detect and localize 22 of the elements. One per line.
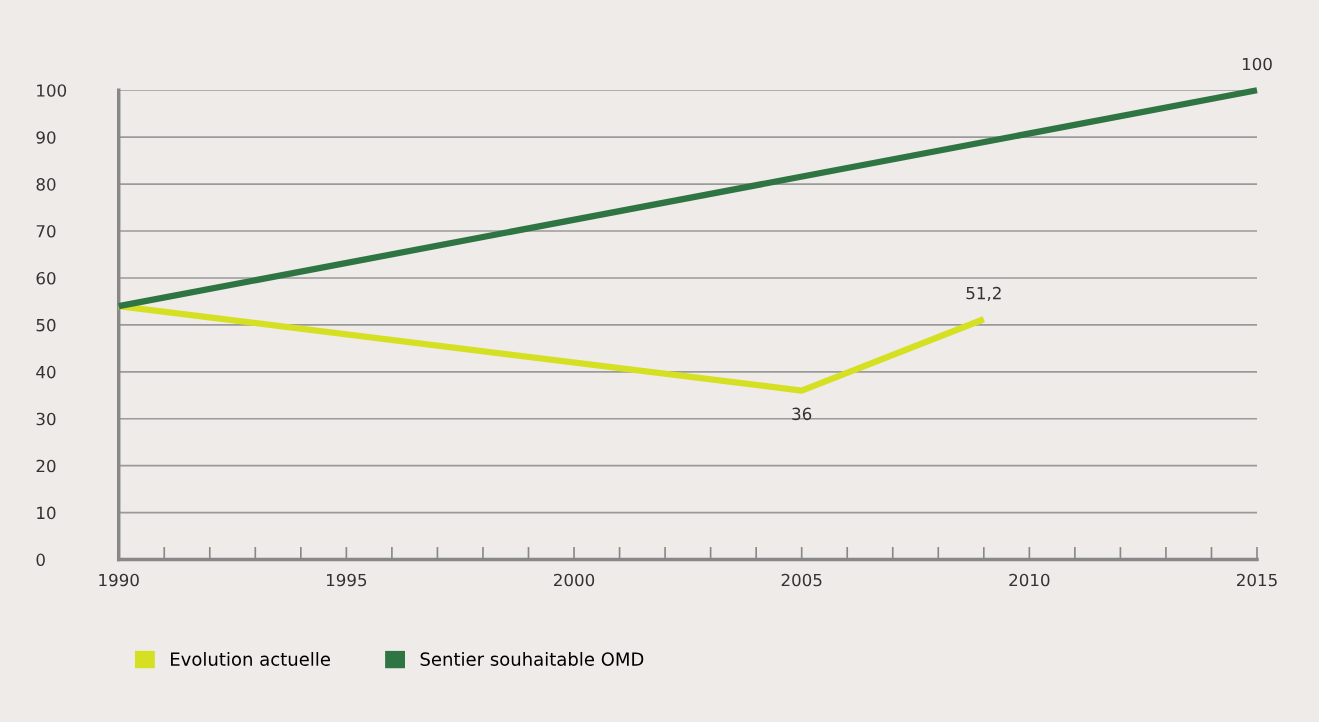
- x-tick-label: 1990: [99, 573, 139, 587]
- y-tick-label: 40: [36, 365, 56, 379]
- x-tick-label: 2000: [554, 573, 595, 587]
- y-tick-label: 10: [37, 506, 56, 520]
- x-tick-label: 1995: [326, 573, 367, 587]
- legend-label: Evolution actuelle: [171, 651, 330, 666]
- y-tick-label: 100: [37, 84, 67, 97]
- y-tick-label: 90: [36, 131, 56, 144]
- y-tick-label: 0: [36, 553, 45, 567]
- x-tick-label: 2015: [1237, 573, 1277, 587]
- y-tick-label: 70: [36, 225, 56, 238]
- y-tick-label: 60: [36, 271, 56, 285]
- data-label: 51,2: [966, 286, 1001, 302]
- y-tick-label: 20: [36, 459, 56, 473]
- data-label: 100: [1242, 57, 1272, 71]
- data-label: 36: [792, 407, 812, 421]
- x-tick-label: 2010: [1009, 573, 1050, 587]
- x-tick-label: 2005: [781, 573, 822, 587]
- y-tick-label: 50: [36, 318, 56, 332]
- y-tick-label: 30: [36, 412, 56, 426]
- y-tick-label: 80: [36, 178, 56, 191]
- legend-label: Sentier souhaitable OMD: [420, 651, 644, 666]
